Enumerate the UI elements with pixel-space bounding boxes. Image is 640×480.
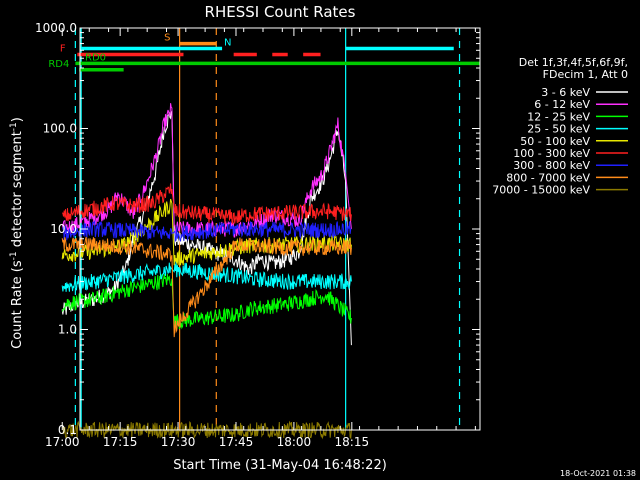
chart-title: RHESSI Count Rates bbox=[205, 3, 356, 21]
flag-label: RD4 bbox=[48, 59, 69, 70]
flag-label: F bbox=[60, 44, 66, 55]
legend-entry-label: 12 - 25 keV bbox=[527, 110, 590, 123]
legend-entry-label: 7000 - 15000 keV bbox=[492, 184, 590, 197]
x-axis-label: Start Time (31-May-04 16:48:22) bbox=[173, 458, 387, 473]
x-tick-label: 17:45 bbox=[219, 435, 254, 449]
flag-label: N bbox=[224, 38, 231, 49]
y-tick-label: 100.0 bbox=[43, 122, 77, 136]
legend-entry-label: 25 - 50 keV bbox=[527, 123, 590, 136]
x-tick-label: 17:00 bbox=[45, 435, 80, 449]
y-axis-label-superscript: -1 bbox=[9, 251, 19, 260]
legend-entry-label: 800 - 7000 keV bbox=[506, 171, 590, 184]
legend-entry-label: 3 - 6 keV bbox=[541, 86, 590, 99]
legend-entry-label: 6 - 12 keV bbox=[534, 98, 590, 111]
y-tick-label: 10.0 bbox=[50, 222, 77, 236]
y-axis-label: Count Rate (s-1 detector segment-1) bbox=[9, 117, 25, 349]
x-tick-label: 17:30 bbox=[161, 435, 196, 449]
y-tick-label: 1.0 bbox=[58, 323, 77, 337]
x-tick-label: 18:00 bbox=[277, 435, 312, 449]
x-tick-label: 17:15 bbox=[103, 435, 138, 449]
legend-entry-label: 50 - 100 keV bbox=[520, 135, 590, 148]
footer-timestamp: 18-Oct-2021 01:38 bbox=[560, 469, 636, 478]
x-tick-label: 18:15 bbox=[335, 435, 370, 449]
y-axis-label-superscript: -1 bbox=[9, 122, 19, 131]
y-axis-label-part: Count Rate (s bbox=[10, 260, 25, 349]
y-tick-label: 1000.0 bbox=[35, 21, 77, 35]
legend-entry-label: 300 - 800 keV bbox=[513, 159, 590, 172]
legend-header-line: FDecim 1, Att 0 bbox=[543, 68, 628, 81]
y-tick-label: 0.1 bbox=[58, 423, 77, 437]
flag-label: RD0 bbox=[85, 52, 106, 63]
legend-entry-label: 100 - 300 keV bbox=[513, 147, 590, 160]
flag-label: S bbox=[164, 33, 170, 44]
y-axis-label-part: detector segment bbox=[10, 131, 25, 251]
y-axis-label-part: ) bbox=[10, 117, 25, 122]
